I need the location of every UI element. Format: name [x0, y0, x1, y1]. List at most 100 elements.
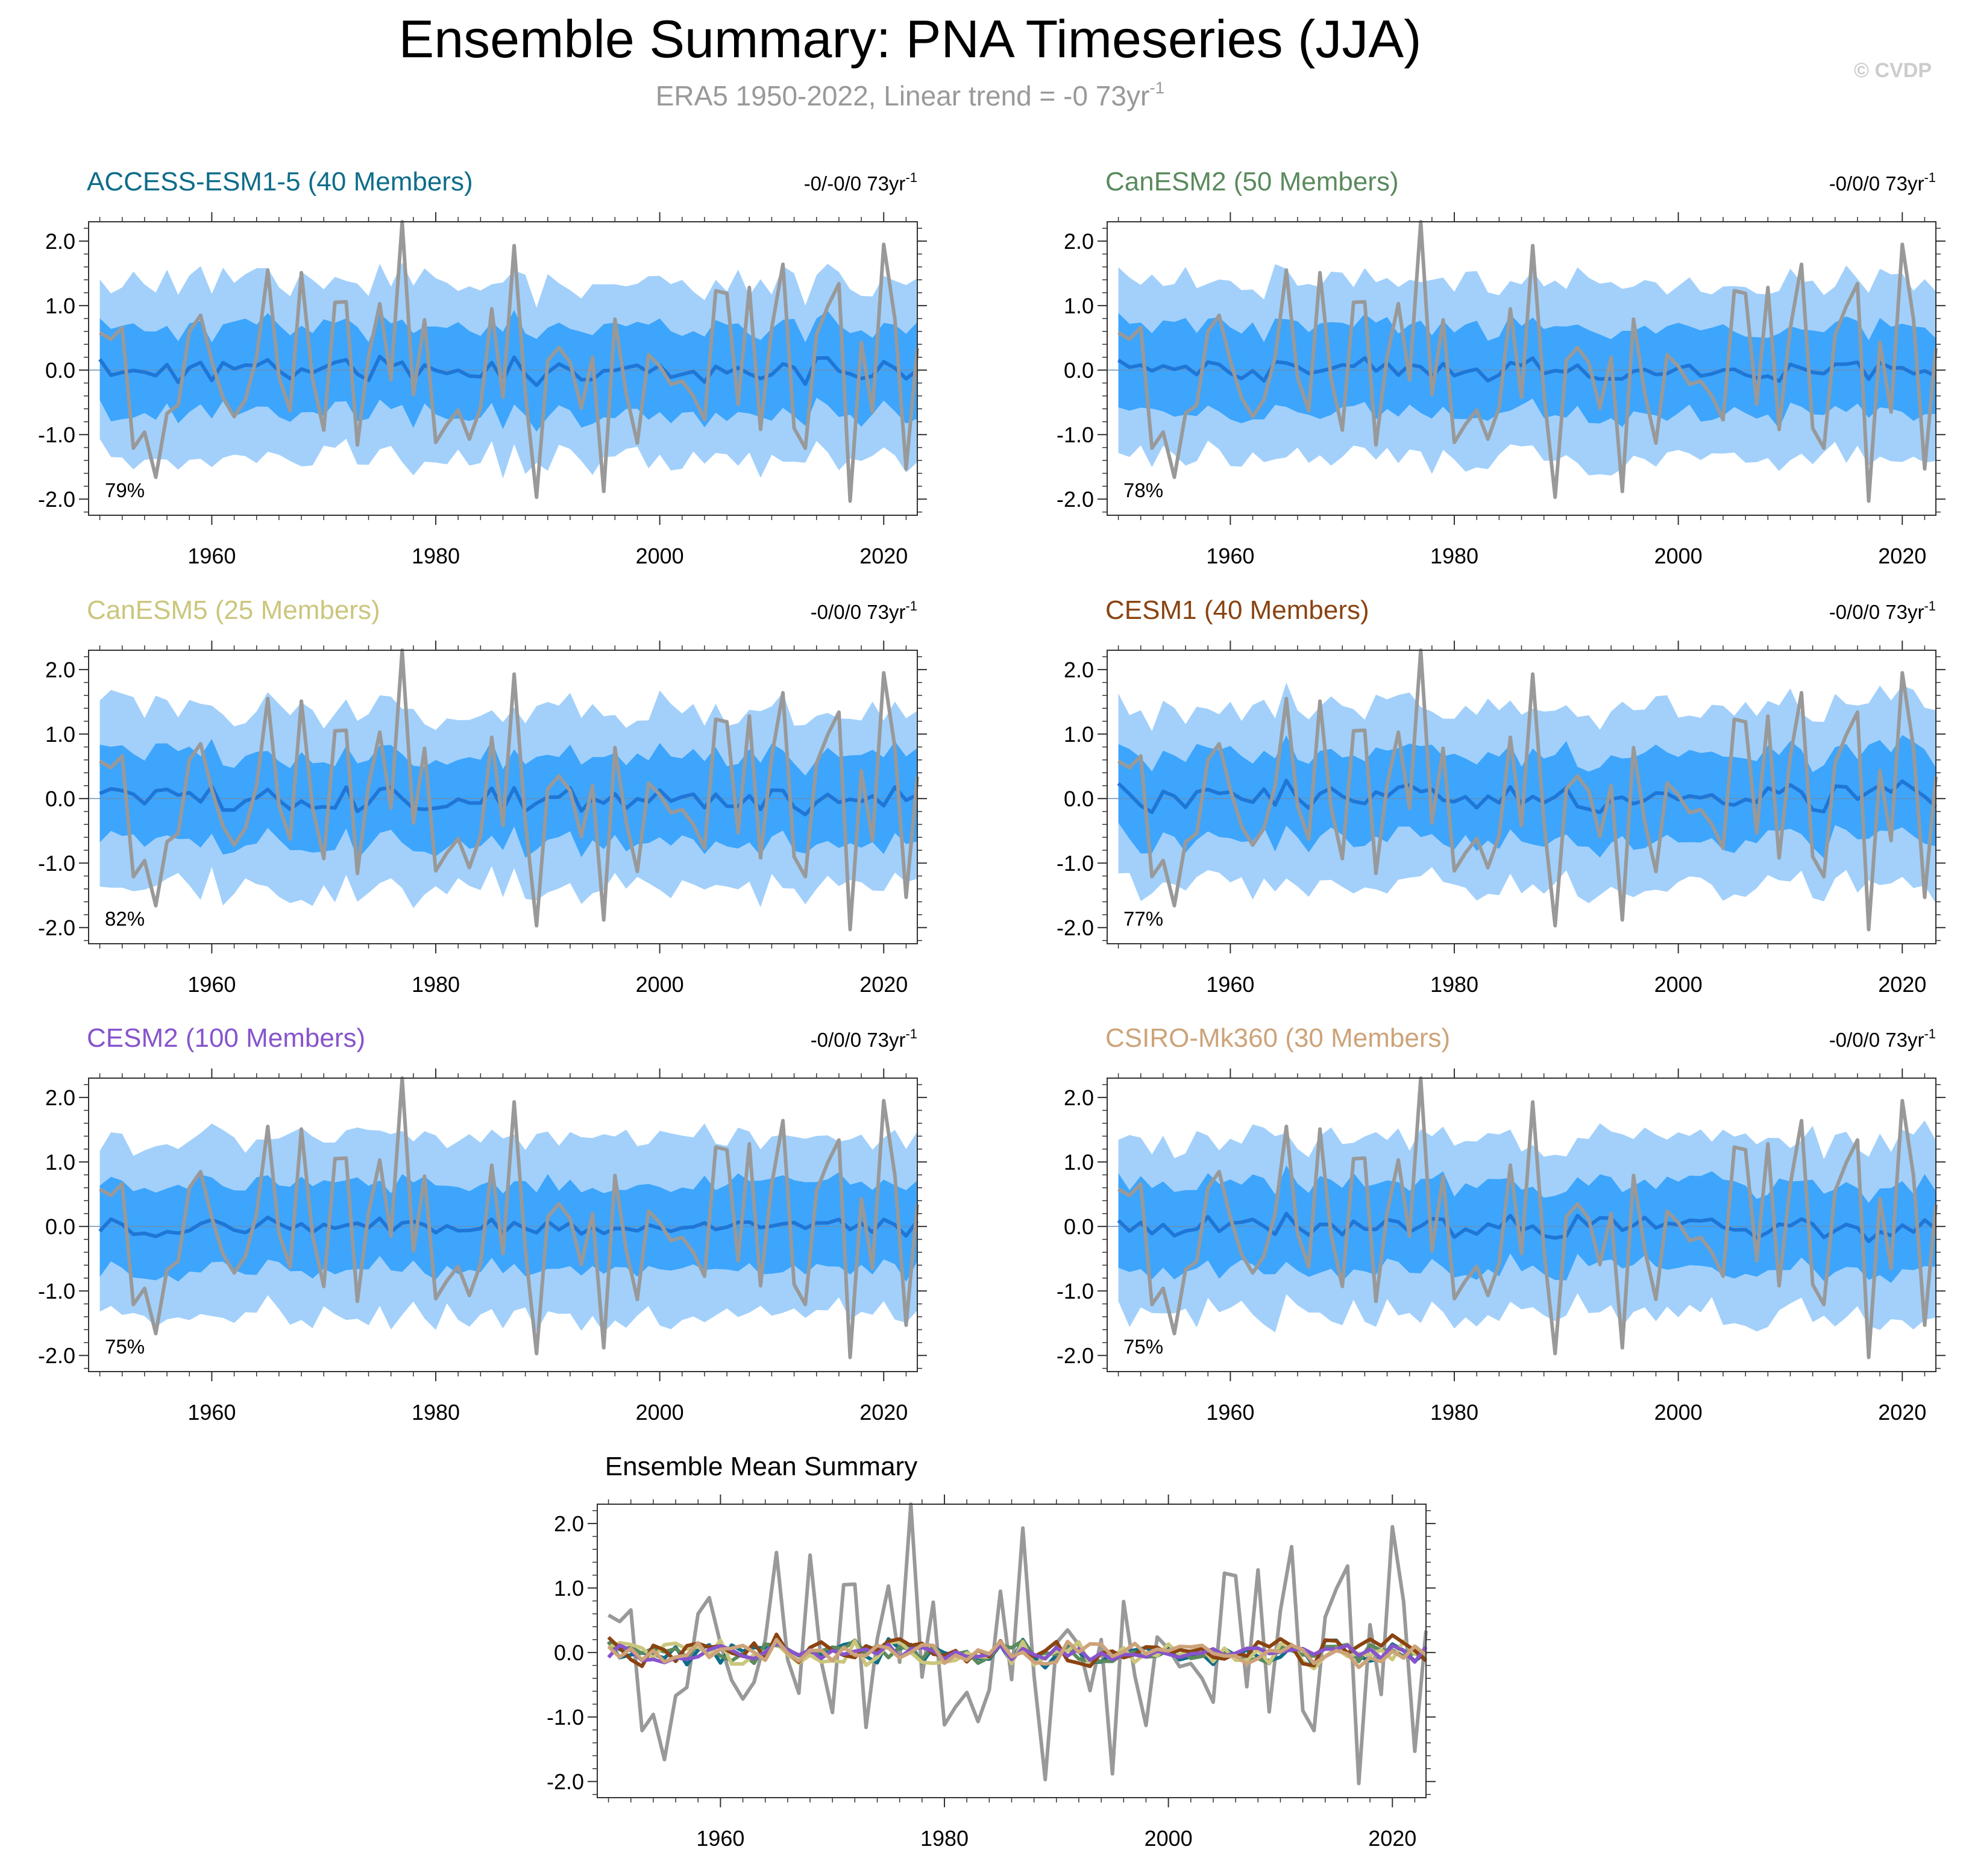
panel-ytick-label: -1.0	[38, 422, 75, 447]
panel-ytick-label: -2.0	[38, 487, 75, 512]
trend-sup: -1	[1924, 170, 1936, 185]
panel-4: -2.0 -1.0 0.0 1.0 2.0 1960 1980 2000 2020 CESM1 (…	[1057, 595, 1946, 997]
panel-xtick-label: 2020	[1878, 544, 1926, 568]
era5-observation-line	[99, 1076, 919, 1360]
panel-title: CSIRO-Mk360 (30 Members)	[1105, 1023, 1450, 1053]
panel-percent: 79%	[105, 479, 145, 501]
summary-ytick-label: -1.0	[547, 1705, 584, 1730]
panel-trend: -0/0/0 73yr-1	[1829, 598, 1936, 623]
panel-ytick-label: -2.0	[1057, 915, 1094, 940]
panel-xtick-label: 1960	[187, 544, 236, 568]
panel-ytick-label: -2.0	[38, 915, 75, 940]
panel-trend: -0/0/0 73yr-1	[1829, 1026, 1936, 1051]
trend-value: -0/0/0 73yr	[1829, 1029, 1924, 1051]
panel-1: -2.0 -1.0 0.0 1.0 2.0 1960 1980 2000 2020 ACCESS-…	[38, 167, 927, 568]
panel-xtick-label: 1980	[412, 1400, 460, 1425]
panel-title: CESM1 (40 Members)	[1105, 595, 1369, 625]
trend-value: -0/-0/0 73yr	[804, 172, 906, 195]
panels-container: -2.0 -1.0 0.0 1.0 2.0 1960 1980 2000 2020 ACCESS-…	[38, 167, 1946, 1425]
ensemble-mean-summary: Ensemble Mean Summary -2.0 -1.0 0.0 1.0 2.0 19…	[547, 1452, 1436, 1851]
panel-xtick-label: 1980	[412, 544, 460, 568]
panel-xtick-label: 1960	[1206, 544, 1254, 568]
panel-ytick-label: 0.0	[45, 358, 75, 383]
summary-ytick-label: 1.0	[554, 1576, 584, 1601]
panel-ytick-label: -2.0	[38, 1343, 75, 1368]
panel-ytick-label: -1.0	[38, 851, 75, 876]
panel-ytick-label: 0.0	[45, 786, 75, 811]
panel-2: -2.0 -1.0 0.0 1.0 2.0 1960 1980 2000 2020 CanESM2…	[1057, 167, 1946, 568]
panel-percent: 77%	[1123, 908, 1163, 930]
summary-xtick-label: 2020	[1368, 1826, 1416, 1851]
panel-ytick-label: -2.0	[1057, 487, 1094, 512]
panel-ytick-label: 1.0	[1064, 722, 1094, 747]
figure-subtitle: ERA5 1950-2022, Linear trend = -0 73yr-1	[656, 78, 1164, 111]
trend-sup: -1	[905, 598, 917, 613]
era5-observation-line	[1117, 1076, 1938, 1360]
trend-sup: -1	[1924, 1026, 1936, 1041]
ensemble-mean-line	[1117, 779, 1938, 815]
panel-percent: 75%	[1123, 1335, 1163, 1358]
panel-ytick-label: 0.0	[1064, 358, 1094, 383]
era5-observation-line	[1117, 648, 1938, 932]
panel-ytick-label: 1.0	[1064, 1150, 1094, 1175]
panel-ytick-label: -1.0	[1057, 422, 1094, 447]
panel-3: -2.0 -1.0 0.0 1.0 2.0 1960 1980 2000 2020 CanESM5…	[38, 595, 927, 997]
panel-xtick-label: 2020	[859, 544, 908, 568]
trend-value: -0/0/0 73yr	[1829, 172, 1924, 195]
copyright-label: © CVDP	[1854, 59, 1932, 82]
panel-xtick-label: 1980	[1430, 972, 1478, 997]
subtitle-main: ERA5 1950-2022, Linear trend = -0 73yr	[656, 80, 1150, 111]
summary-ytick-label: -2.0	[547, 1769, 584, 1794]
summary-xtick-label: 2000	[1145, 1826, 1193, 1851]
summary-mean-line-6	[607, 1637, 1427, 1669]
trend-value: -0/0/0 73yr	[811, 1029, 906, 1051]
panel-title: CanESM5 (25 Members)	[87, 595, 380, 625]
panel-xtick-label: 1960	[1206, 972, 1254, 997]
era5-observation-line	[99, 220, 919, 503]
era5-observation-line	[1117, 220, 1938, 503]
panel-xtick-label: 1960	[187, 972, 236, 997]
panel-trend: -0/0/0 73yr-1	[1829, 170, 1936, 195]
panel-ytick-label: 0.0	[45, 1214, 75, 1239]
trend-sup: -1	[905, 1026, 917, 1041]
summary-ytick-label: 2.0	[554, 1511, 584, 1536]
panel-ytick-label: 2.0	[45, 657, 75, 682]
panel-xtick-label: 1980	[1430, 1400, 1478, 1425]
panel-xtick-label: 2000	[636, 972, 684, 997]
trend-value: -0/0/0 73yr	[811, 601, 906, 623]
panel-xtick-label: 2000	[636, 544, 684, 568]
ensemble-mean-line	[99, 784, 919, 817]
panel-percent: 78%	[1123, 479, 1163, 501]
panel-ytick-label: 1.0	[1064, 293, 1094, 318]
panel-ytick-label: 1.0	[45, 293, 75, 318]
ensemble-mean-line	[1117, 1211, 1937, 1243]
panel-ytick-label: -1.0	[1057, 1279, 1094, 1303]
panel-ytick-label: -1.0	[1057, 851, 1094, 876]
panel-ytick-label: 2.0	[1064, 1085, 1094, 1110]
panel-6: -2.0 -1.0 0.0 1.0 2.0 1960 1980 2000 2020 CSIRO-M…	[1057, 1023, 1946, 1425]
ensemble-mean-line	[1117, 356, 1937, 383]
panel-percent: 75%	[105, 1335, 145, 1358]
trend-sup: -1	[1924, 598, 1936, 613]
panel-ytick-label: 2.0	[1064, 229, 1094, 254]
panel-ytick-label: 1.0	[45, 1150, 75, 1175]
panel-xtick-label: 2000	[1654, 1400, 1703, 1425]
panel-percent: 82%	[105, 908, 145, 930]
trend-value: -0/0/0 73yr	[1829, 601, 1924, 623]
summary-xtick-label: 1980	[920, 1826, 969, 1851]
panel-ytick-label: 2.0	[45, 229, 75, 254]
trend-sup: -1	[905, 170, 917, 185]
panel-ytick-label: 0.0	[1064, 786, 1094, 811]
panel-xtick-label: 1980	[1430, 544, 1478, 568]
panel-xtick-label: 2000	[636, 1400, 684, 1425]
panel-trend: -0/0/0 73yr-1	[811, 1026, 917, 1051]
ensemble-mean-line	[98, 1216, 919, 1238]
panel-title: ACCESS-ESM1-5 (40 Members)	[87, 167, 473, 196]
ensemble-mean-line	[98, 354, 919, 387]
panel-xtick-label: 1960	[1206, 1400, 1254, 1425]
panel-ytick-label: 2.0	[45, 1085, 75, 1110]
panel-ytick-label: -2.0	[1057, 1343, 1094, 1368]
panel-ytick-label: 2.0	[1064, 657, 1094, 682]
panel-xtick-label: 2020	[1878, 1400, 1926, 1425]
